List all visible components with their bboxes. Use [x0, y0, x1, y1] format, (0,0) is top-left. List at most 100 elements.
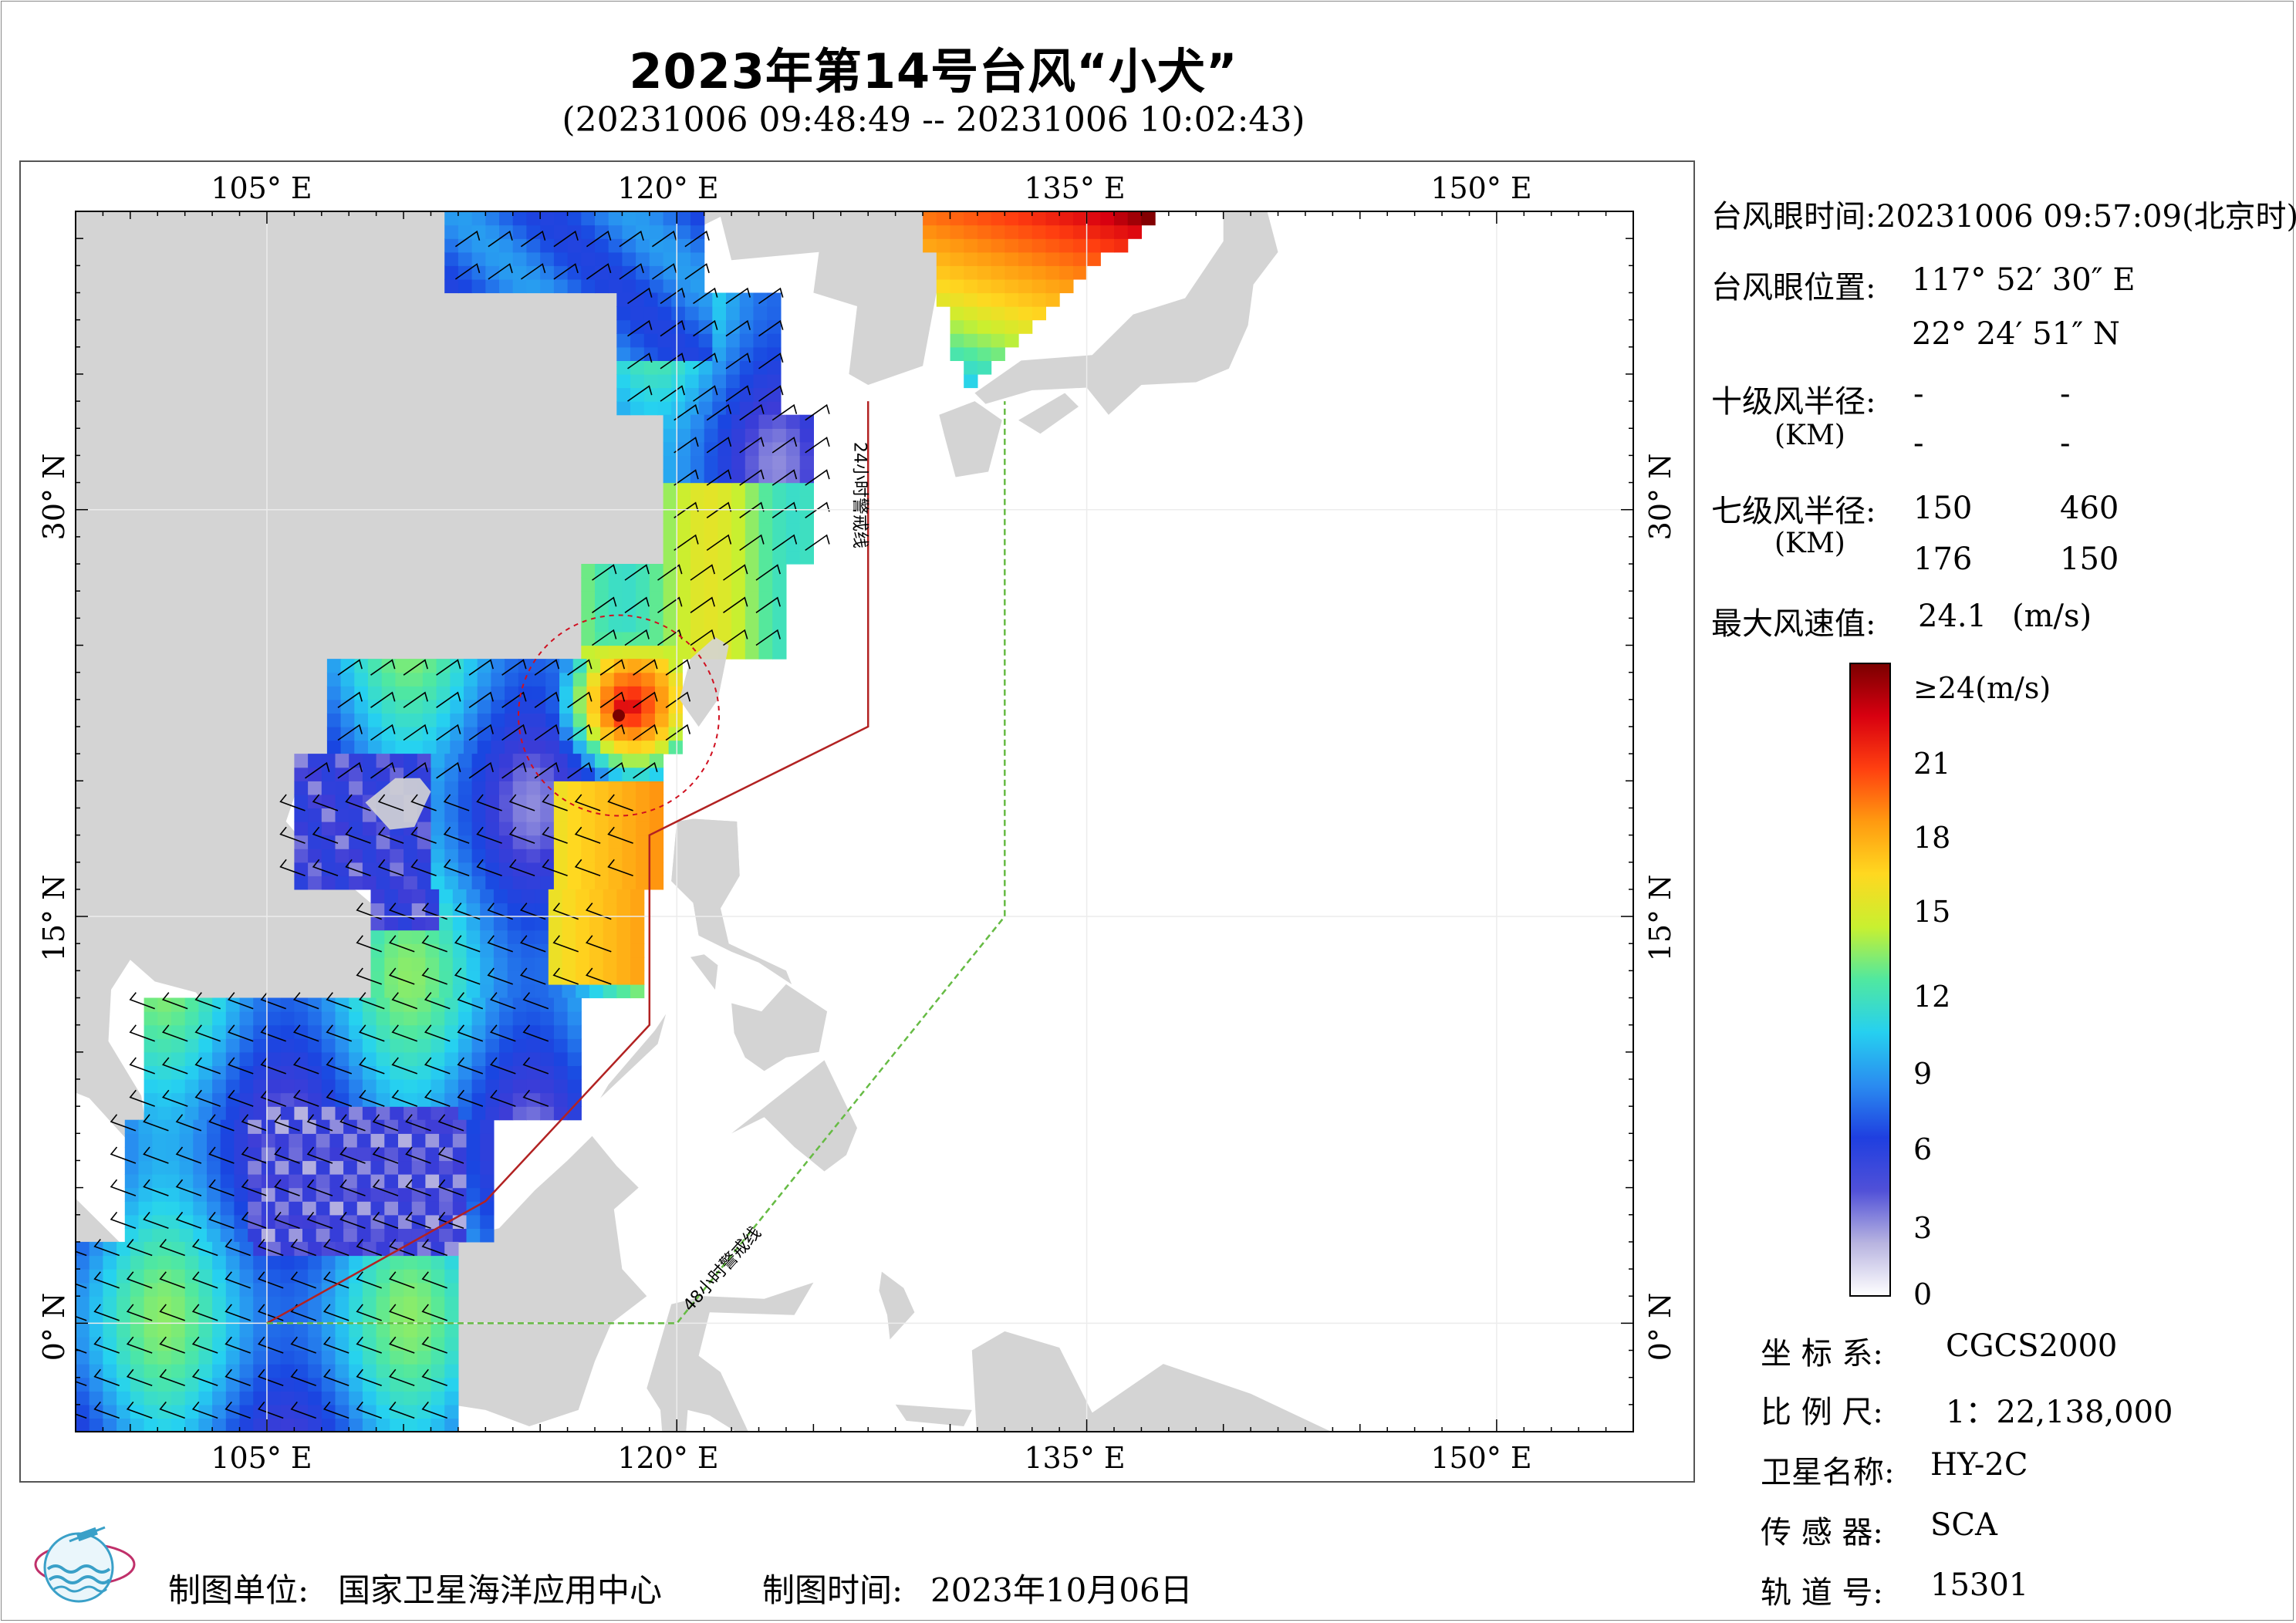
wind-cell	[690, 604, 705, 619]
wind-barb	[633, 691, 658, 708]
wind-cell	[603, 903, 617, 917]
wind-cell	[654, 686, 670, 700]
wind-cell	[600, 659, 615, 673]
wind-cell	[526, 265, 541, 280]
wind-cell	[471, 251, 486, 266]
wind-cell	[690, 238, 705, 253]
wind-cell	[89, 1282, 103, 1297]
wind-cell	[636, 238, 650, 253]
wind-cell	[376, 1092, 390, 1107]
wind-cell	[499, 1092, 514, 1107]
wind-cell	[179, 1174, 194, 1189]
wind-cell	[712, 333, 727, 348]
wind-cell	[239, 997, 254, 1012]
wind-cell	[220, 1133, 235, 1148]
wind-barb	[660, 385, 685, 402]
wind-cell	[157, 1079, 172, 1094]
wind-cell	[739, 333, 754, 348]
wind-barb	[143, 1179, 169, 1196]
wind-cell	[616, 889, 631, 904]
wind-cell	[936, 292, 951, 307]
wind-cell	[302, 1160, 317, 1175]
wind-cell	[349, 767, 363, 781]
wind-cell	[936, 224, 951, 239]
wind-cell	[950, 292, 964, 307]
wind-cell	[608, 591, 623, 606]
wind-cell	[89, 1241, 103, 1257]
wind-barb	[306, 1114, 333, 1132]
wind-cell	[690, 550, 705, 565]
wind-cell	[184, 1092, 199, 1107]
wind-cell	[239, 1269, 254, 1284]
wind-cell	[398, 1133, 413, 1148]
wind-cell	[785, 523, 801, 538]
wind-cell	[220, 1160, 235, 1175]
wind-cell	[212, 1024, 227, 1039]
wind-cell	[772, 577, 787, 592]
wind-cell	[417, 1106, 432, 1121]
wind-cell	[636, 577, 650, 592]
wind-cell	[704, 469, 718, 484]
wind-cell	[526, 1024, 541, 1039]
wind-cell	[704, 509, 718, 524]
wind-cell	[595, 224, 609, 239]
wind-cell	[576, 984, 590, 999]
wind-cell	[636, 251, 650, 266]
wind-cell	[526, 1079, 541, 1094]
wind-cell	[964, 224, 978, 239]
wind-cell	[368, 727, 383, 741]
wind-cell	[567, 1092, 582, 1107]
wind-cell	[1018, 319, 1033, 334]
bottom-lon-label-150: 150° E	[1430, 1441, 1532, 1475]
wind-barb	[437, 1114, 464, 1132]
wind-cell	[671, 333, 686, 348]
wind-cell	[526, 849, 541, 863]
wind-cell	[417, 849, 432, 863]
wind-barb	[586, 263, 612, 280]
wind-cell	[477, 740, 491, 754]
wind-cell	[321, 1391, 336, 1405]
wind-cell	[157, 1241, 172, 1257]
wind-cell	[630, 984, 645, 999]
wind-cell	[540, 265, 555, 280]
wind-barb	[403, 691, 428, 708]
wind-cell	[308, 1269, 322, 1284]
wind-barb	[651, 263, 677, 280]
wind-cell	[116, 1364, 131, 1378]
wind-barb	[279, 826, 306, 844]
wind-cell	[535, 984, 549, 999]
wind-cell	[616, 943, 631, 958]
wind-cell	[677, 604, 691, 619]
wind-cell	[362, 822, 377, 836]
wind-cell	[430, 1011, 445, 1026]
wind-cell	[349, 1065, 363, 1080]
wind-cell	[464, 740, 478, 754]
wind-cell	[179, 1228, 194, 1243]
wind-cell	[362, 1024, 377, 1039]
wind-barb	[175, 1114, 202, 1132]
wind-cell	[663, 251, 677, 266]
wind-cell	[239, 1350, 254, 1365]
wind-cell	[280, 1296, 295, 1311]
wind-cell	[430, 1418, 445, 1432]
wind-barb	[468, 724, 494, 741]
wind-cell	[758, 550, 773, 565]
wind-cell	[370, 916, 385, 931]
wind-cell	[144, 1038, 158, 1053]
wind-cell	[964, 292, 978, 307]
wind-cell	[335, 1404, 349, 1419]
wind-cell	[384, 1228, 399, 1243]
wind-cell	[690, 278, 705, 294]
wind-cell	[636, 849, 650, 863]
wind-cell	[477, 727, 491, 741]
wind-cell	[275, 1201, 289, 1216]
wind-cell	[103, 1323, 117, 1338]
wind-cell	[225, 997, 241, 1012]
wind-cell	[144, 1391, 158, 1405]
wind-cell	[466, 1133, 481, 1148]
wind-cell	[403, 1269, 418, 1284]
wind-cell	[753, 346, 768, 361]
wind-cell	[321, 781, 336, 795]
wind-cell	[165, 1187, 181, 1202]
wind-cell	[335, 849, 349, 863]
